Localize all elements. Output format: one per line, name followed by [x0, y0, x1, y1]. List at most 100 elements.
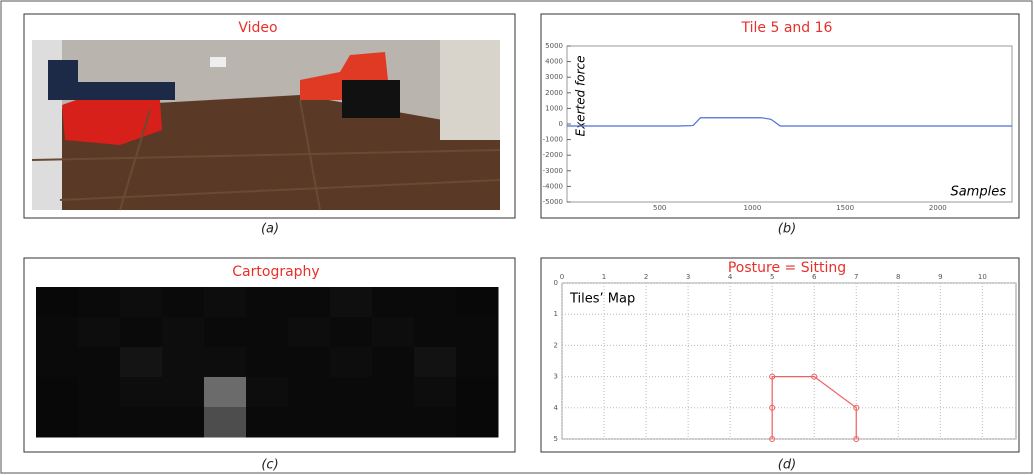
heat-cell: [330, 287, 373, 318]
x-tick-label: 10: [978, 273, 987, 281]
heat-cell: [288, 377, 331, 408]
y-tick-label: 5000: [545, 42, 563, 50]
y-tick-label: 2: [554, 341, 558, 349]
heat-cell: [204, 287, 247, 318]
line: [567, 117, 1012, 127]
heat-cell: [204, 317, 247, 348]
heat-cell: [120, 347, 163, 378]
heat-cell: [78, 377, 121, 408]
annotation: Tiles’ Map: [569, 292, 635, 307]
heat-cell: [456, 347, 499, 378]
x-tick-label: 1: [602, 273, 606, 281]
x-axis-label: Samples: [950, 185, 1006, 200]
marker: [853, 436, 860, 442]
y-tick-label: 1: [554, 310, 558, 318]
heat-cell: [36, 317, 79, 348]
heat-cell: [372, 317, 415, 348]
y-tick-label: 0: [554, 279, 558, 287]
heat-cell: [36, 347, 79, 378]
heat-cell: [246, 407, 289, 438]
heat-cell: [372, 407, 415, 438]
x-tick-label: 1500: [836, 204, 854, 212]
heat-cell: [120, 287, 163, 318]
heat-cell: [246, 347, 289, 378]
heat-cell: [162, 287, 205, 318]
heat-cell: [372, 287, 415, 318]
chart-title: Tile 5 and 16: [741, 20, 833, 36]
heat-cell: [456, 407, 499, 438]
heat-cell: [78, 287, 121, 318]
heat-cell: [372, 377, 415, 408]
heat-cell: [120, 317, 163, 348]
y-tick-label: -2000: [543, 151, 563, 159]
panel-title: Video: [238, 20, 277, 36]
caption: (a): [261, 222, 279, 237]
y-tick-label: -1000: [543, 136, 563, 144]
heat-cell: [162, 377, 205, 408]
heat-cell: [414, 317, 457, 348]
video-frame: [31, 40, 501, 211]
heat-cell: [246, 287, 289, 318]
heat-cell: [204, 407, 247, 438]
heat-cell: [36, 287, 79, 318]
x-tick-label: 8: [896, 273, 900, 281]
y-tick-label: -3000: [543, 167, 563, 175]
y-tick-label: -5000: [543, 198, 563, 206]
x-tick-label: 2000: [929, 204, 947, 212]
marker: [769, 436, 776, 442]
caption: (c): [261, 458, 278, 473]
heat-cell: [120, 407, 163, 438]
heat-cell: [288, 407, 331, 438]
heat-cell: [414, 347, 457, 378]
heat-cell: [36, 377, 79, 408]
y-tick-label: 4000: [545, 58, 563, 66]
x-tick-label: 9: [938, 273, 942, 281]
y-tick-label: 4: [554, 404, 559, 412]
x-tick-label: 500: [653, 204, 666, 212]
heat-cell: [36, 407, 79, 438]
heat-cell: [78, 407, 121, 438]
y-tick-label: -4000: [543, 182, 563, 190]
heat-cell: [330, 407, 373, 438]
heat-cell: [246, 317, 289, 348]
heat-cell: [288, 317, 331, 348]
heat-cell: [456, 287, 499, 318]
marker: [811, 373, 818, 380]
x-tick-label: 6: [812, 273, 817, 281]
x-tick-label: 5: [770, 273, 774, 281]
heat-cell: [288, 347, 331, 378]
heat-cell: [204, 377, 247, 408]
heat-cell: [288, 287, 331, 318]
x-tick-label: 1000: [744, 204, 762, 212]
y-tick-label: 3000: [545, 73, 563, 81]
heat-cell: [414, 377, 457, 408]
y-tick-label: 5: [554, 435, 558, 443]
heat-cell: [330, 317, 373, 348]
heat-cell: [414, 287, 457, 318]
y-axis-label: Exerted force: [574, 56, 588, 137]
heat-cell: [162, 347, 205, 378]
y-tick-label: 2000: [545, 89, 563, 97]
x-tick-label: 0: [560, 273, 564, 281]
heat-cell: [162, 317, 205, 348]
chart-title: Posture = Sitting: [728, 260, 846, 276]
heat-cell: [330, 347, 373, 378]
heat-cell: [120, 377, 163, 408]
y-tick-label: 3: [554, 373, 558, 381]
heat-cell: [78, 317, 121, 348]
marker: [769, 373, 776, 380]
plot-area: [566, 45, 1013, 203]
caption: (b): [778, 222, 796, 237]
y-tick-label: 1000: [545, 104, 563, 112]
x-tick-label: 2: [644, 273, 648, 281]
x-tick-label: 3: [686, 273, 690, 281]
heat-cell: [78, 347, 121, 378]
heat-cell: [204, 347, 247, 378]
chart-title: Cartography: [232, 264, 319, 280]
heat-cell: [330, 377, 373, 408]
line: [771, 376, 857, 439]
heat-cell: [456, 377, 499, 408]
x-tick-label: 4: [728, 273, 733, 281]
heat-cell: [246, 377, 289, 408]
